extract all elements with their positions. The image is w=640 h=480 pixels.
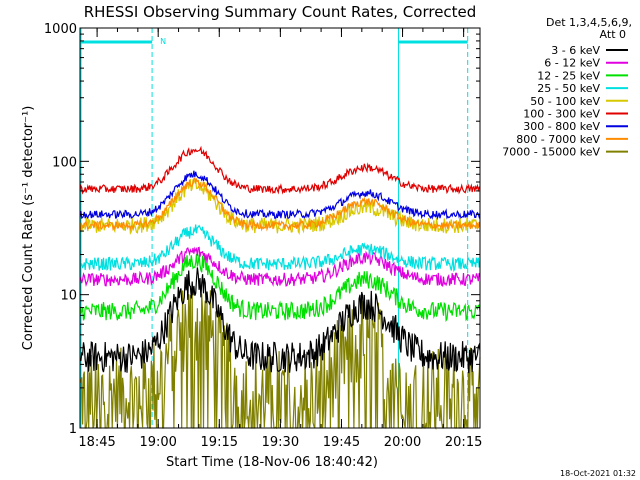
y-axis-label: Corrected Count Rate (s⁻¹ detector⁻¹)	[21, 106, 36, 351]
series-lines	[79, 145, 481, 430]
legend-label: 7000 - 15000 keV	[502, 146, 600, 159]
y-axis: 1 10 100 1000	[44, 22, 480, 437]
y-tick-label: 10	[60, 289, 77, 304]
night-label: N	[160, 37, 166, 46]
x-tick-label: 20:15	[445, 435, 482, 450]
series-line	[79, 170, 481, 221]
chart-title: RHESSI Observing Summary Count Rates, Co…	[84, 3, 477, 21]
legend-label: 25 - 50 keV	[537, 82, 600, 95]
series-line	[79, 246, 481, 288]
legend-label: 100 - 300 keV	[523, 108, 600, 121]
x-tick-label: 19:30	[262, 435, 299, 450]
x-axis-label: Start Time (18-Nov-06 18:40:42)	[166, 455, 378, 470]
x-tick-label: 19:45	[323, 435, 360, 450]
legend-label: 12 - 25 keV	[537, 69, 600, 82]
legend-label: 300 - 800 keV	[523, 120, 600, 133]
series-line	[79, 177, 481, 232]
series-line	[79, 145, 481, 195]
legend-header-line1: Det 1,3,4,5,6,9,	[546, 16, 632, 29]
x-tick-label: 19:15	[201, 435, 238, 450]
legend-label: 50 - 100 keV	[530, 95, 600, 108]
y-tick-label: 1000	[44, 22, 77, 37]
legend-label: 3 - 6 keV	[551, 44, 600, 57]
x-tick-label: 20:00	[384, 435, 421, 450]
legend-header-line2: Att 0	[600, 28, 626, 41]
series-line	[79, 267, 481, 374]
x-tick-label: 19:00	[139, 435, 176, 450]
y-tick-label: 100	[52, 155, 77, 170]
footer-date: 18-Oct-2021 01:32	[560, 469, 636, 478]
legend-label: 800 - 7000 keV	[516, 133, 600, 146]
x-tick-label: 18:45	[78, 435, 115, 450]
series-line	[79, 224, 481, 273]
y-tick-label: 1	[69, 422, 77, 437]
legend-label: 6 - 12 keV	[544, 57, 600, 70]
x-axis: 18:45 19:00 19:15 19:30 19:45 20:00 20:15	[78, 28, 482, 450]
series-line	[79, 253, 481, 323]
